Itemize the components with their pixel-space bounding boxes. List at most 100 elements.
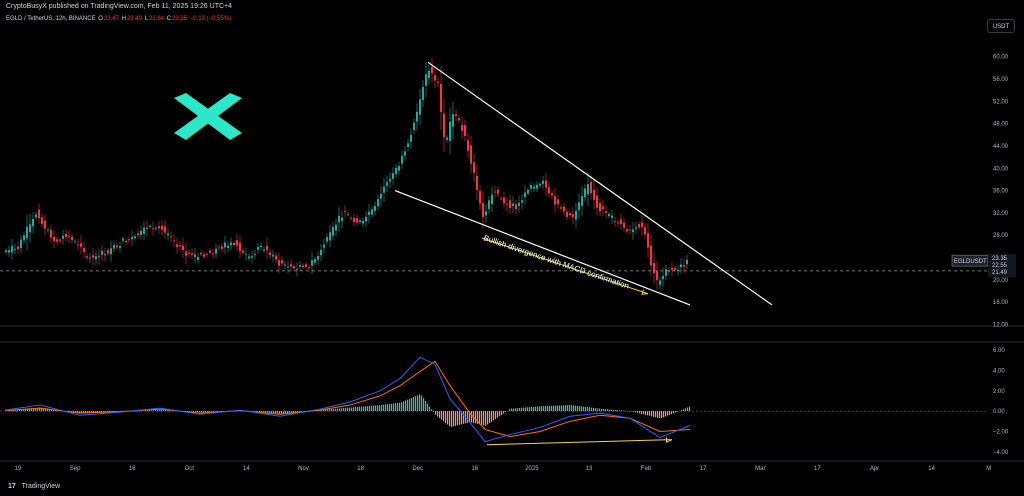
macd-histogram-bar xyxy=(685,408,687,412)
macd-histogram-bar xyxy=(409,398,411,412)
macd-histogram-bar xyxy=(269,411,271,413)
candle-body xyxy=(605,211,607,214)
macd-histogram-bar xyxy=(561,405,563,412)
macd-histogram-bar xyxy=(667,411,669,416)
price-tick-label: 20.00 xyxy=(993,278,1009,284)
price-tick-label: 48.00 xyxy=(993,122,1009,128)
macd-histogram-bar xyxy=(645,411,647,415)
candle-body xyxy=(269,252,271,256)
candle-body xyxy=(263,249,265,251)
candle-body xyxy=(392,173,394,179)
candle-body xyxy=(215,248,217,254)
macd-histogram-bar xyxy=(673,411,675,414)
macd-histogram-bar xyxy=(549,405,551,412)
candle-body xyxy=(566,211,568,217)
macd-histogram-bar xyxy=(423,398,425,412)
time-tick-label: Mar xyxy=(755,466,765,472)
macd-histogram-bar xyxy=(361,406,363,412)
candle-body xyxy=(35,214,37,218)
macd-histogram-bar xyxy=(505,411,507,413)
macd-histogram-bar xyxy=(469,411,471,423)
candle-body xyxy=(74,241,76,243)
macd-histogram-bar xyxy=(155,410,157,412)
macd-histogram-bar xyxy=(503,411,505,414)
time-tick-label: 13 xyxy=(586,466,593,472)
candle-body xyxy=(98,255,100,258)
macd-histogram-bar xyxy=(663,411,665,418)
macd-histogram-bar xyxy=(45,408,47,412)
macd-histogram-bar xyxy=(139,410,141,412)
candle-body xyxy=(314,259,316,263)
macd-histogram-bar xyxy=(383,404,385,412)
candle-body xyxy=(23,235,25,241)
macd-histogram-bar xyxy=(97,411,99,413)
price-tick-label: 28.00 xyxy=(993,233,1009,239)
candle-body xyxy=(470,145,472,164)
macd-histogram-bar xyxy=(599,408,601,412)
macd-histogram-bar xyxy=(163,410,165,412)
candle-body xyxy=(437,81,439,83)
macd-histogram-bar xyxy=(385,404,387,412)
candle-body xyxy=(638,224,640,228)
candle-body xyxy=(608,213,610,216)
macd-histogram-bar xyxy=(511,408,513,412)
macd-histogram-bar xyxy=(79,411,81,414)
candle-body xyxy=(614,221,616,222)
macd-histogram-bar xyxy=(541,406,543,412)
candle-body xyxy=(521,200,523,203)
candle-body xyxy=(47,229,49,231)
price-tick-label: 56.00 xyxy=(993,77,1009,83)
macd-histogram-bar xyxy=(93,411,95,413)
price-chart[interactable]: 60.00 56.00 52.00 48.00 44.00 40.00 36.00 32.00… xyxy=(0,0,1024,478)
candle-body xyxy=(44,220,46,229)
macd-histogram-bar xyxy=(95,411,97,413)
candle-body xyxy=(230,242,232,246)
macd-histogram-bar xyxy=(85,411,87,414)
macd-histogram-bar xyxy=(37,407,39,412)
macd-histogram-bar xyxy=(25,408,27,412)
macd-histogram-bar xyxy=(433,411,435,413)
candle-body xyxy=(287,266,289,268)
macd-histogram-bar xyxy=(411,397,413,412)
candle-body xyxy=(389,178,391,182)
candle-body xyxy=(239,242,241,252)
candle-body xyxy=(611,215,613,218)
macd-histogram-bar xyxy=(501,411,503,415)
macd-histogram-bar xyxy=(267,411,269,413)
candle-body xyxy=(68,235,70,237)
macd-histogram-bar xyxy=(579,406,581,412)
candle-body xyxy=(317,256,319,260)
macd-histogram-bar xyxy=(81,411,83,414)
candle-body xyxy=(533,186,535,189)
candle-body xyxy=(680,264,682,268)
candle-body xyxy=(302,265,304,268)
macd-signal-line xyxy=(4,360,691,438)
price-tick-label: 60.00 xyxy=(993,55,1009,61)
time-tick-label: Oct xyxy=(185,466,195,472)
candle-body xyxy=(224,242,226,248)
candle-body xyxy=(635,227,637,229)
close-label: C xyxy=(166,16,172,22)
macd-histogram-bar xyxy=(489,411,491,424)
macd-histogram-bar xyxy=(343,408,345,412)
macd-histogram-bar xyxy=(351,407,353,412)
candle-body xyxy=(482,202,484,218)
candle-body xyxy=(506,203,508,205)
macd-histogram-bar xyxy=(379,405,381,412)
currency-button[interactable]: USDT xyxy=(987,19,1015,33)
macd-histogram-bar xyxy=(507,410,509,412)
high-value: 23.49 xyxy=(126,16,142,22)
candle-body xyxy=(365,216,367,222)
candle-body xyxy=(374,205,376,211)
candle-body xyxy=(458,118,460,121)
macd-histogram-bar xyxy=(455,411,457,426)
macd-histogram-bar xyxy=(257,411,259,412)
candle-body xyxy=(77,244,79,246)
candle-body xyxy=(209,250,211,253)
candle-body xyxy=(71,236,73,241)
macd-histogram-bar xyxy=(255,411,257,412)
macd-histogram-bar xyxy=(51,409,53,412)
macd-histogram-bar xyxy=(431,409,433,412)
candle-body xyxy=(242,250,244,253)
